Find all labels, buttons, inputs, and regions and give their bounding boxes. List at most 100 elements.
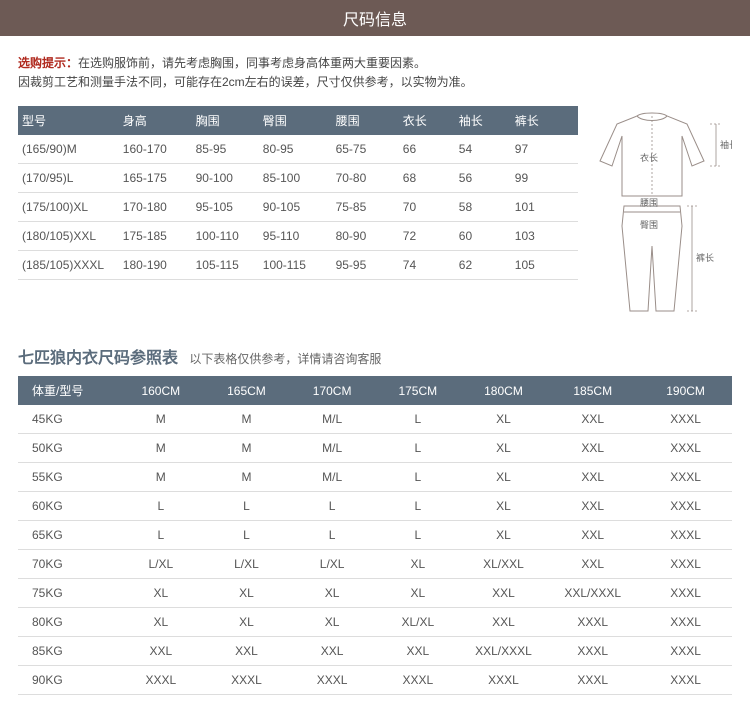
table-cell: XL bbox=[204, 579, 290, 608]
table-cell: M bbox=[118, 405, 204, 434]
size-table-header: 臀围 bbox=[259, 106, 332, 135]
table-row: (180/105)XXL175-185100-11095-11080-90726… bbox=[18, 222, 578, 251]
table-row: 65KGLLLLXLXXLXXXL bbox=[18, 521, 732, 550]
table-cell: 65KG bbox=[18, 521, 118, 550]
table-row: 80KGXLXLXLXL/XLXXLXXXLXXXL bbox=[18, 608, 732, 637]
tip-line1: 在选购服饰前，请先考虑胸围，同事考虑身高体重两大重要因素。 bbox=[78, 56, 426, 70]
reference-table: 体重/型号160CM165CM170CM175CM180CM185CM190CM… bbox=[18, 376, 732, 695]
table-cell: M bbox=[204, 405, 290, 434]
table-cell: XXXL bbox=[639, 492, 732, 521]
diagram-shirt-label: 衣长 bbox=[640, 152, 658, 163]
table-cell: L bbox=[289, 492, 375, 521]
diagram-sleeve-label: 袖长 bbox=[720, 139, 732, 150]
table-cell: (185/105)XXXL bbox=[18, 251, 119, 280]
table-cell: XXXL bbox=[639, 463, 732, 492]
table-cell: XL bbox=[289, 579, 375, 608]
size-table-header-row: 型号身高胸围臀围腰围衣长袖长裤长 bbox=[18, 106, 578, 135]
table-cell: 75-85 bbox=[332, 193, 399, 222]
table-cell: 101 bbox=[511, 193, 578, 222]
table-cell: M/L bbox=[289, 405, 375, 434]
table-row: 75KGXLXLXLXLXXLXXL/XXXLXXXL bbox=[18, 579, 732, 608]
reference-table-header: 体重/型号 bbox=[18, 376, 118, 405]
table-cell: 97 bbox=[511, 135, 578, 164]
table-cell: XXL/XXXL bbox=[546, 579, 639, 608]
table-cell: 54 bbox=[455, 135, 511, 164]
diagram-pant-label: 裤长 bbox=[696, 252, 714, 263]
table-cell: 95-95 bbox=[332, 251, 399, 280]
table-cell: 50KG bbox=[18, 434, 118, 463]
table-cell: XXXL bbox=[375, 666, 461, 695]
table-cell: XL bbox=[289, 608, 375, 637]
table-cell: L bbox=[204, 492, 290, 521]
table-cell: 62 bbox=[455, 251, 511, 280]
table-cell: (180/105)XXL bbox=[18, 222, 119, 251]
table-cell: XXXL bbox=[546, 608, 639, 637]
table-cell: M bbox=[118, 434, 204, 463]
table-cell: L bbox=[118, 492, 204, 521]
table-row: 70KGL/XLL/XLL/XLXLXL/XXLXXLXXXL bbox=[18, 550, 732, 579]
diagram-waist-label: 腰围 bbox=[640, 198, 658, 208]
table-cell: 70 bbox=[399, 193, 455, 222]
table-cell: L/XL bbox=[289, 550, 375, 579]
reference-table-header: 160CM bbox=[118, 376, 204, 405]
table-cell: 56 bbox=[455, 164, 511, 193]
table-cell: XL/XL bbox=[375, 608, 461, 637]
table-cell: M/L bbox=[289, 463, 375, 492]
table-row: (170/95)L165-17590-10085-10070-80685699 bbox=[18, 164, 578, 193]
table-cell: XXL bbox=[461, 579, 547, 608]
table-cell: XXXL bbox=[639, 608, 732, 637]
size-table-header: 胸围 bbox=[192, 106, 259, 135]
table-cell: XXL bbox=[546, 434, 639, 463]
table-cell: L/XL bbox=[118, 550, 204, 579]
reference-table-header: 180CM bbox=[461, 376, 547, 405]
content-area: 选购提示：在选购服饰前，请先考虑胸围，同事考虑身高体重两大重要因素。 因裁剪工艺… bbox=[0, 54, 750, 715]
table-cell: 80-95 bbox=[259, 135, 332, 164]
table-cell: XL bbox=[118, 608, 204, 637]
table-cell: XL bbox=[461, 492, 547, 521]
size-table-header: 裤长 bbox=[511, 106, 578, 135]
table-row: (165/90)M160-17085-9580-9565-75665497 bbox=[18, 135, 578, 164]
table-cell: L/XL bbox=[204, 550, 290, 579]
table-cell: 58 bbox=[455, 193, 511, 222]
table-cell: 100-110 bbox=[192, 222, 259, 251]
table-cell: XXXL bbox=[639, 579, 732, 608]
table-cell: M bbox=[204, 463, 290, 492]
table-cell: 55KG bbox=[18, 463, 118, 492]
table-cell: 95-110 bbox=[259, 222, 332, 251]
table-cell: XL bbox=[375, 579, 461, 608]
table-cell: 105-115 bbox=[192, 251, 259, 280]
table-cell: XXL bbox=[204, 637, 290, 666]
table-cell: 90KG bbox=[18, 666, 118, 695]
top-section: 型号身高胸围臀围腰围衣长袖长裤长 (165/90)M160-17085-9580… bbox=[18, 106, 732, 316]
table-cell: XXXL bbox=[118, 666, 204, 695]
table-cell: 60KG bbox=[18, 492, 118, 521]
reference-table-header-row: 体重/型号160CM165CM170CM175CM180CM185CM190CM bbox=[18, 376, 732, 405]
table-cell: XXL bbox=[375, 637, 461, 666]
table-cell: 175-185 bbox=[119, 222, 192, 251]
table-cell: XXXL bbox=[546, 637, 639, 666]
size-table-header: 身高 bbox=[119, 106, 192, 135]
table-cell: XXXL bbox=[289, 666, 375, 695]
table-cell: 60 bbox=[455, 222, 511, 251]
reference-table-header: 175CM bbox=[375, 376, 461, 405]
table-cell: XXL bbox=[546, 405, 639, 434]
table-cell: 99 bbox=[511, 164, 578, 193]
table-cell: 90-100 bbox=[192, 164, 259, 193]
table-cell: XL bbox=[461, 521, 547, 550]
table-row: (175/100)XL170-18095-10590-10575-8570581… bbox=[18, 193, 578, 222]
table-cell: XL bbox=[375, 550, 461, 579]
table-cell: L bbox=[118, 521, 204, 550]
table-cell: L bbox=[289, 521, 375, 550]
table-cell: (175/100)XL bbox=[18, 193, 119, 222]
table-cell: XXXL bbox=[204, 666, 290, 695]
table-cell: XL bbox=[461, 405, 547, 434]
reference-table-header: 165CM bbox=[204, 376, 290, 405]
table-cell: XL/XXL bbox=[461, 550, 547, 579]
size-table-wrap: 型号身高胸围臀围腰围衣长袖长裤长 (165/90)M160-17085-9580… bbox=[18, 106, 578, 280]
table-cell: XXXL bbox=[546, 666, 639, 695]
table-cell: 70-80 bbox=[332, 164, 399, 193]
table-row: (185/105)XXXL180-190105-115100-11595-957… bbox=[18, 251, 578, 280]
table-cell: M bbox=[118, 463, 204, 492]
table-cell: XL bbox=[118, 579, 204, 608]
table-cell: 103 bbox=[511, 222, 578, 251]
